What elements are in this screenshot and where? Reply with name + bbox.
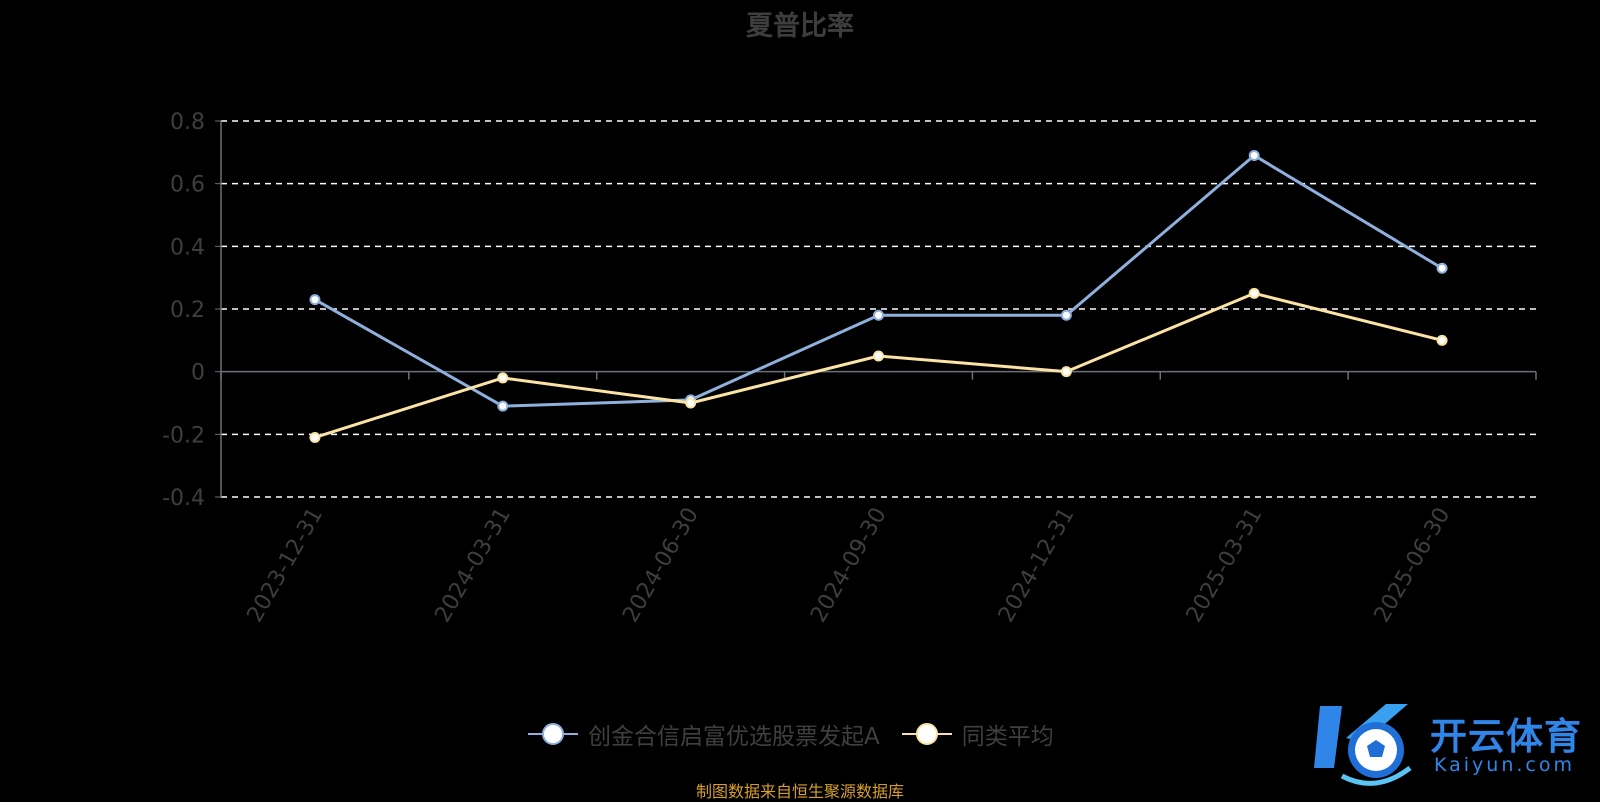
- watermark-brand: 开云体育: [1430, 715, 1582, 758]
- data-point-0-6[interactable]: [1436, 262, 1448, 274]
- y-tick-label: 0: [191, 361, 205, 386]
- data-point-0-4[interactable]: [1060, 309, 1072, 321]
- x-tick-label: 2025-03-31: [1182, 504, 1268, 627]
- legend-swatch-fund: [528, 723, 578, 745]
- data-point-1-3[interactable]: [873, 350, 884, 362]
- y-tick-label: 0.6: [170, 173, 205, 198]
- data-point-1-1[interactable]: [497, 372, 509, 384]
- data-point-1-5[interactable]: [1248, 287, 1260, 299]
- x-tick-label: 2025-06-30: [1370, 504, 1456, 627]
- series-markers: [309, 149, 1448, 443]
- soccer-ball-logo-icon: [1314, 704, 1412, 786]
- x-tick-label: 2024-03-31: [430, 504, 516, 627]
- series-line-0: [314, 153, 1443, 408]
- y-tick-label: 0.8: [170, 110, 205, 135]
- watermark-domain: Kaiyun.com: [1434, 754, 1575, 776]
- y-tick-label: 0.2: [170, 298, 205, 323]
- legend-item-fund[interactable]: 创金合信启富优选股票发起A: [528, 717, 880, 751]
- grid-lines: [221, 120, 1536, 498]
- axes: 0.8 0.6 0.4 0.2 0 -0.2 -0.4 2023-12-31 2024-03-3…: [162, 110, 1537, 627]
- data-point-0-1[interactable]: [497, 400, 509, 412]
- y-tick-label: -0.4: [162, 486, 205, 511]
- x-tick-label: 2024-06-30: [618, 504, 704, 627]
- data-point-1-6[interactable]: [1436, 334, 1448, 346]
- x-tick-label: 2024-12-31: [994, 504, 1080, 627]
- y-tick-label: 0.4: [170, 235, 205, 260]
- legend-item-peer-average[interactable]: 同类平均: [901, 717, 1054, 751]
- data-point-0-5[interactable]: [1248, 149, 1260, 161]
- data-point-1-4[interactable]: [1060, 366, 1072, 378]
- series-lines: [314, 153, 1443, 439]
- chart-legend[interactable]: 创金合信启富优选股票发起A 同类平均: [528, 716, 1054, 752]
- legend-label-peer-average: 同类平均: [961, 724, 1054, 750]
- legend-label-fund: 创金合信启富优选股票发起A: [588, 724, 880, 750]
- legend-swatch-peer-average: [901, 723, 952, 745]
- data-point-0-3[interactable]: [873, 309, 884, 321]
- y-tick-label: -0.2: [162, 423, 205, 448]
- x-tick-label: 2024-09-30: [806, 504, 892, 627]
- data-source-note: 制图数据来自恒生聚源数据库: [695, 782, 904, 801]
- data-point-0-0[interactable]: [309, 294, 321, 306]
- chart-title: 夏普比率: [746, 11, 854, 42]
- watermark-logo: 开云体育 Kaiyun.com: [1312, 698, 1592, 786]
- data-point-1-0[interactable]: [309, 431, 321, 443]
- data-point-1-2[interactable]: [685, 397, 697, 409]
- x-tick-label: 2023-12-31: [243, 504, 329, 627]
